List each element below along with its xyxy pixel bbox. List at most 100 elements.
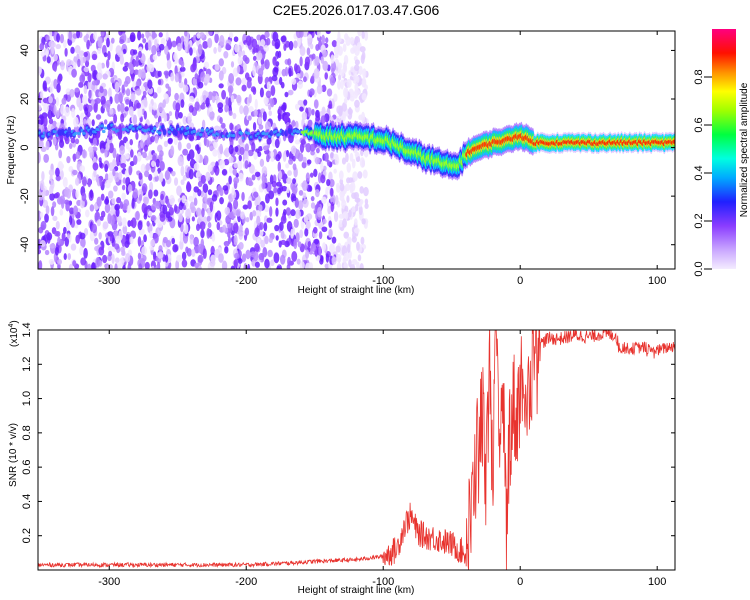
spectrogram-noise-cell [194,262,199,269]
spectrogram-noise-cell [212,148,218,157]
spectrogram-noise-cell [182,84,189,93]
spectrogram-noise-cell [346,162,352,173]
spectrogram-noise-cell [313,168,318,178]
spectrogram-noise-cell [105,196,109,205]
spectrogram-noise-cell [57,75,61,85]
spectrogram-noise-cell [286,221,293,232]
spectrogram-noise-cell [236,94,242,104]
spectrogram-noise-cell [241,253,247,262]
spectrogram-noise-cell [86,39,90,50]
spectrogram-noise-cell [246,263,251,269]
spectrogram-noise-cell [178,73,182,84]
spectrogram-noise-cell [74,45,81,54]
spectrogram-noise-cell [228,212,234,219]
spectrogram-noise-cell [254,243,260,252]
spectrogram-noise-cell [76,96,82,108]
spectrogram-noise-cell [159,161,165,171]
spectrogram-noise-cell [271,75,278,82]
spectrogram-noise-cell [59,208,64,216]
spectrogram-noise-cell [353,75,359,81]
spectrogram-noise-cell [279,221,284,232]
spectrogram-noise-cell [83,35,88,43]
spectrogram-noise-cell [342,218,347,228]
spectrogram-noise-cell [114,93,120,104]
spectrogram-noise-cell [241,84,247,92]
spectrogram-noise-cell [149,64,155,73]
spectrogram-noise-cell [202,248,207,260]
spectrogram-noise-cell [355,155,361,162]
spectrogram-noise-cell [151,265,155,269]
spectrogram-noise-cell [280,230,285,239]
spectrogram-noise-cell [273,252,280,264]
spectrogram-ridge-cell [138,125,142,129]
spectrogram-noise-cell [294,103,300,110]
spectrogram-noise-cell [302,192,307,199]
spectrogram-noise-cell [304,56,310,67]
spectrogram-noise-cell [266,217,273,223]
spectrogram-noise-cell [262,145,269,151]
spectrogram-noise-cell [328,228,333,238]
spectrogram-noise-cell [325,186,329,198]
spectrogram-noise-cell [53,104,57,116]
spectrogram-noise-cell [327,205,332,215]
spectrogram-noise-cell [88,89,92,99]
spectrogram-noise-cell [52,201,57,208]
spectrogram-noise-cell [142,38,147,44]
snr-y-tick-label: 0.2 [21,528,33,543]
spectrogram-noise-cell [129,63,134,75]
spectrogram-noise-cell [325,31,331,35]
spectrogram-noise-cell [55,43,62,50]
spectrogram-noise-cell [326,159,331,167]
spectrogram-noise-cell [70,60,75,66]
spectrogram-noise-cell [177,141,182,151]
spectrogram-noise-cell [357,254,362,262]
spectrogram-noise-cell [345,152,349,163]
spectrogram-y-tick-label: 20 [19,93,31,105]
spectrogram-noise-cell [179,66,186,72]
spectrogram-noise-cell [90,262,97,269]
spectrogram-noise-cell [247,200,252,210]
spectrogram-noise-cell [347,108,353,115]
spectrogram-noise-cell [116,215,122,224]
spectrogram-ridge-cell [184,131,188,136]
spectrogram-noise-cell [38,260,43,269]
spectrogram-noise-cell [307,37,313,44]
spectrogram-noise-cell [119,102,125,114]
spectrogram-noise-cell [239,211,245,220]
spectrogram-noise-cell [74,138,80,145]
spectrogram-noise-cell [115,235,122,244]
spectrogram-noise-cell [85,209,90,218]
spectrogram-noise-cell [62,39,67,49]
spectrogram-noise-cell [191,216,195,222]
spectrogram-noise-cell [69,88,75,98]
spectrogram-noise-cell [72,188,77,199]
spectrogram-noise-cell [269,206,273,217]
spectrogram-noise-cell [150,214,157,222]
spectrogram-noise-cell [170,72,175,82]
spectrogram-noise-cell [137,106,143,118]
spectrogram-noise-cell [269,174,274,185]
spectrogram-ridge-cell [162,128,167,136]
spectrogram-noise-cell [96,72,103,81]
spectrogram-noise-cell [79,74,86,84]
spectrogram-x-tick-label: -100 [372,275,394,287]
spectrogram-noise-cell [192,47,196,54]
spectrogram-noise-cell [178,111,183,119]
spectrogram-ridge-cell [131,127,136,131]
spectrogram-noise-cell [187,153,191,162]
spectrogram-noise-cell [206,227,211,239]
spectrogram-noise-cell [304,228,309,237]
spectrogram-noise-cell [224,206,231,216]
spectrogram-noise-cell [93,168,97,178]
spectrogram-noise-cell [247,149,254,157]
spectrogram-noise-cell [100,31,105,37]
spectrogram-noise-cell [50,41,56,48]
spectrogram-noise-cell [55,167,60,177]
spectrogram-noise-cell [315,44,320,52]
spectrogram-ridge-cell [65,131,70,138]
spectrogram-noise-cell [242,204,249,210]
spectrogram-noise-cell [137,252,142,260]
spectrogram-noise-cell [224,104,229,113]
spectrogram-noise-cell [154,135,159,144]
spectrogram-noise-cell [112,158,117,168]
